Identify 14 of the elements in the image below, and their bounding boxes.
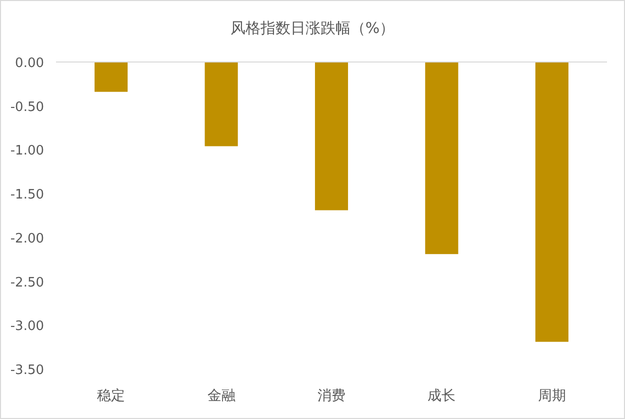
x-tick-label: 周期 [538, 388, 566, 404]
y-tick-label: 0.00 [15, 56, 44, 71]
y-tick-label: -3.50 [10, 363, 44, 378]
x-tick-label: 消费 [318, 388, 346, 404]
y-tick-label: -2.00 [10, 231, 44, 246]
x-tick-label: 成长 [428, 388, 456, 404]
y-tick-label: -3.00 [10, 319, 44, 334]
y-tick-label: -1.00 [10, 144, 44, 159]
y-tick-label: -1.50 [10, 188, 44, 203]
title: 风格指数日涨跌幅（%） [230, 19, 395, 37]
x-tick-label: 稳定 [97, 388, 126, 404]
x-tick-label: 金融 [207, 388, 236, 404]
y-tick-label: -2.50 [10, 275, 44, 290]
y-tick-label: -0.50 [10, 100, 44, 115]
